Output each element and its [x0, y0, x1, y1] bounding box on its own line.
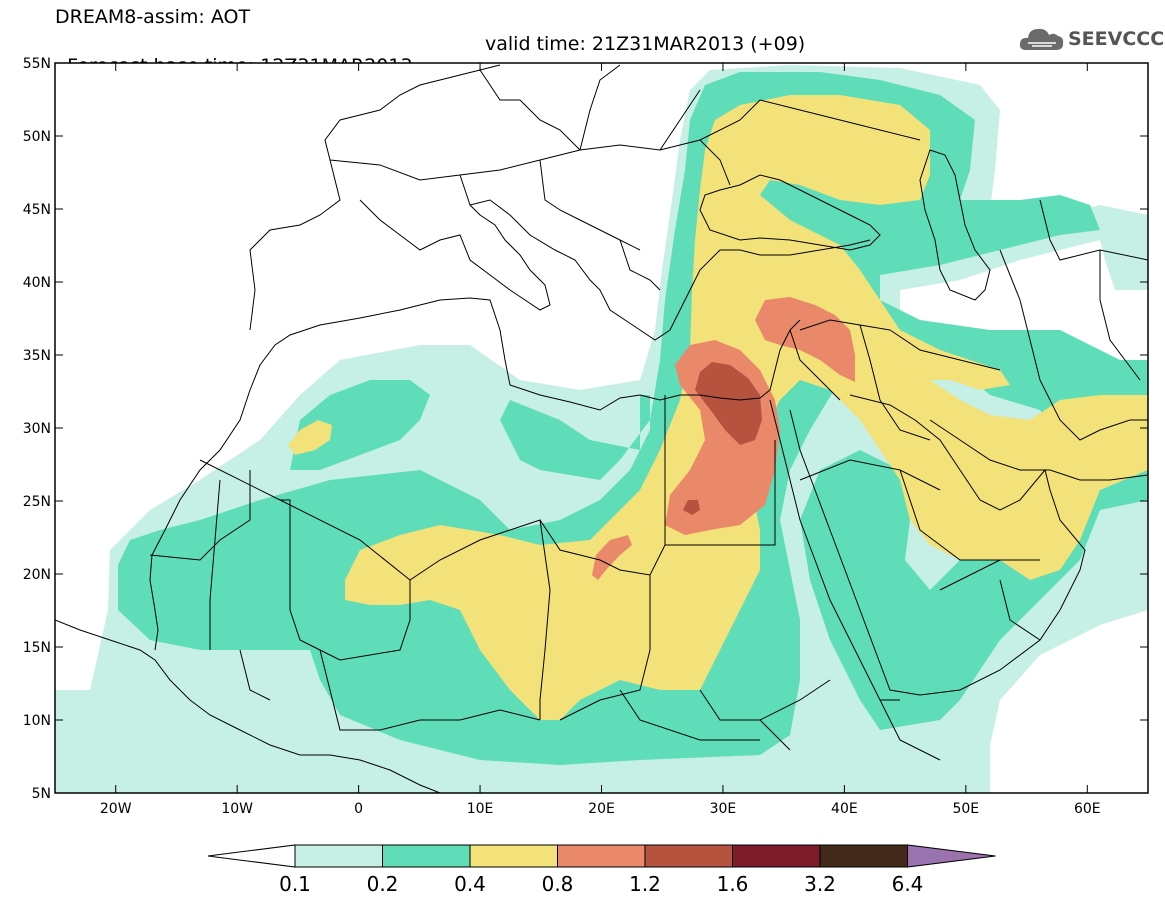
aot-contour-0.2-west — [290, 380, 430, 470]
coastlines — [55, 64, 1148, 793]
colorbar-label: 6.4 — [892, 872, 924, 896]
colorbar: 0.1 0.2 0.4 0.8 1.2 1.6 3.2 6.4 — [207, 844, 996, 896]
seevccc-logo: SEEVCCC — [1018, 22, 1164, 58]
lat-label: 25N — [23, 494, 51, 510]
lon-label: 0 — [354, 801, 363, 817]
africa-coast — [55, 619, 441, 793]
aot-contour-0.4-west — [288, 420, 332, 455]
lon-label: 10E — [467, 801, 494, 817]
iran-coast — [929, 419, 1148, 481]
colorbar-segment — [469, 844, 558, 868]
arabia-borders — [799, 459, 1041, 641]
colorbar-segment — [644, 844, 733, 868]
europe-coast — [249, 64, 871, 341]
black-sea-coast — [699, 174, 881, 251]
lon-label: 30E — [710, 801, 737, 817]
lat-label: 30N — [23, 421, 51, 437]
colorbar-segment — [382, 844, 471, 868]
caspian-coast — [919, 149, 991, 301]
lon-label: 60E — [1074, 801, 1101, 817]
lon-label: 20E — [588, 801, 615, 817]
aot-contour-1.2-south — [683, 500, 700, 515]
europe-borders — [329, 64, 921, 291]
red-sea-coast-west — [769, 399, 900, 701]
nw-africa-coast — [149, 297, 801, 651]
lon-axis: 20W 10W 0 10E 20E 30E 40E 50E 60E — [100, 63, 1101, 817]
africa-borders — [149, 395, 941, 761]
colorbar-label: 0.1 — [279, 872, 311, 896]
lat-label: 50N — [23, 129, 51, 145]
middle-east-borders — [789, 199, 1148, 441]
colorbar-under-triangle — [207, 844, 296, 868]
map-title: DREAM8-assim: AOT — [55, 6, 251, 28]
lat-label: 10N — [23, 713, 51, 729]
lon-label: 10W — [221, 801, 253, 817]
lat-label: 20N — [23, 567, 51, 583]
valid-time-label: valid time: 21Z31MAR2013 (+09) — [485, 33, 806, 55]
lat-label: 45N — [23, 202, 51, 218]
lat-label: 40N — [23, 275, 51, 291]
colorbar-label: 0.2 — [367, 872, 399, 896]
cloud-icon — [1019, 28, 1064, 50]
aot-contour-0.8-turkey — [755, 297, 855, 382]
lat-axis: 55N 50N 45N 40N 35N 30N 25N 20N 15N 10N 5N — [23, 56, 1148, 802]
logo-text: SEEVCCC — [1068, 28, 1165, 50]
lat-label: 5N — [32, 786, 51, 802]
colorbar-segment — [819, 844, 908, 868]
colorbar-over-triangle — [907, 844, 996, 868]
aot-contour-0.8-libya — [592, 535, 632, 580]
lat-label: 15N — [23, 640, 51, 656]
lon-label: 50E — [952, 801, 979, 817]
lon-label: 40E — [831, 801, 858, 817]
colorbar-label: 0.4 — [454, 872, 486, 896]
colorbar-label: 1.2 — [629, 872, 661, 896]
lon-label: 20W — [100, 801, 132, 817]
colorbar-label: 0.8 — [542, 872, 574, 896]
lat-label: 35N — [23, 348, 51, 364]
lat-label: 55N — [23, 56, 51, 72]
colorbar-segment — [732, 844, 821, 868]
colorbar-segment — [557, 844, 646, 868]
colorbar-label: 1.6 — [717, 872, 749, 896]
colorbar-label: 3.2 — [804, 872, 836, 896]
red-sea-coast-east — [789, 394, 1086, 696]
aot-contour-1.2 — [695, 362, 762, 445]
colorbar-segment — [294, 844, 383, 868]
